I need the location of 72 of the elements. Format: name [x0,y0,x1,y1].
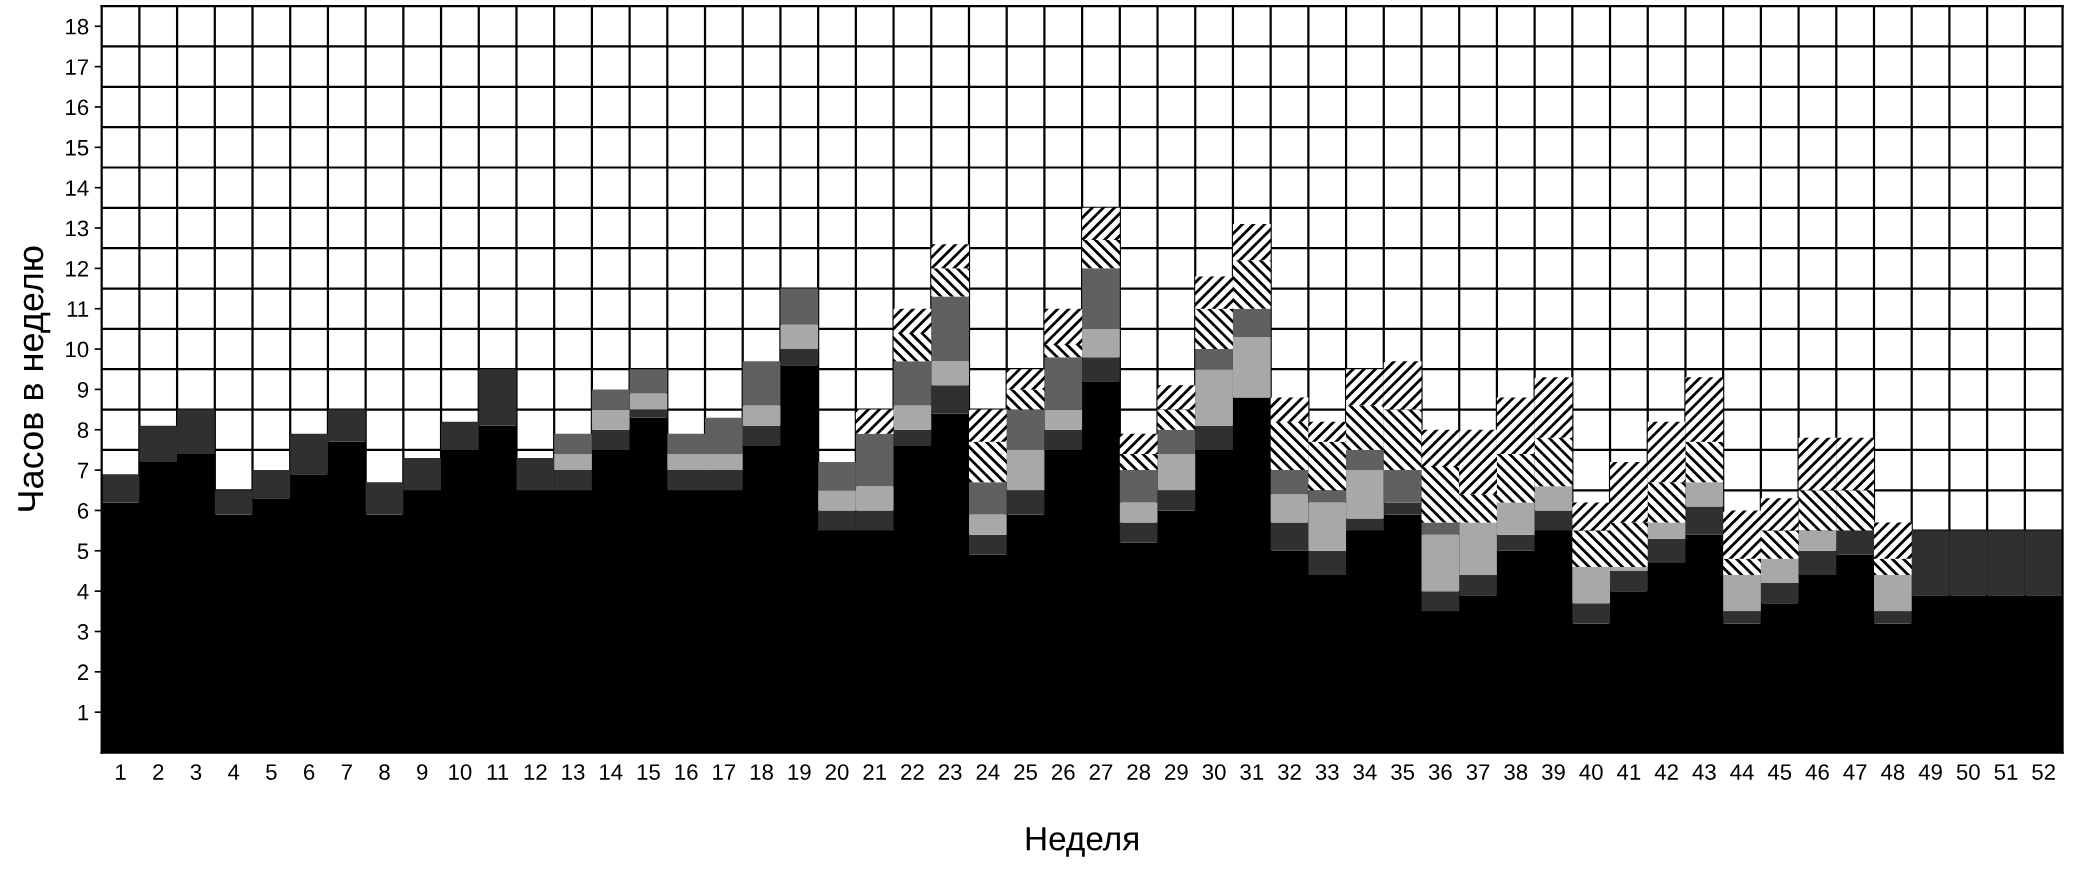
x-tick-label: 10 [449,764,472,780]
x-tick-label: 50 [1956,764,1980,780]
y-tick-label: 14 [66,180,89,196]
y-tick-label: 18 [66,18,89,35]
y-tick-label: 2 [77,664,89,680]
x-tick-label: 14 [600,764,623,780]
x-tick-label: 41 [1617,764,1641,780]
x-tick-label: 21 [863,764,886,780]
x-tick-label: 1 [116,764,126,780]
x-tick-label: 19 [788,764,811,780]
x-tick-label: 28 [1127,764,1151,780]
x-tick-label: 33 [1315,764,1339,780]
x-tick-label: 15 [637,764,660,780]
x-tick-label: 18 [750,764,773,780]
y-tick-label: 3 [77,624,89,640]
x-tick-label: 12 [524,764,547,780]
x-tick-label: 30 [1202,764,1226,780]
x-tick-label: 13 [562,764,585,780]
y-tick-label: 4 [77,583,89,600]
x-tick-label: 45 [1767,764,1792,780]
y-tick-label: 5 [77,543,89,560]
x-tick-label: 29 [1165,764,1188,780]
x-tick-label: 27 [1089,764,1113,780]
y-tick-label: 1 [78,704,89,721]
x-tick-label: 49 [1918,764,1942,780]
x-tick-label: 46 [1805,764,1829,780]
x-tick-label: 42 [1654,764,1678,780]
x-tick-label: 37 [1466,764,1490,780]
x-axis-title: Неделя [1026,827,1138,857]
x-tick-label: 11 [487,764,509,780]
y-tick-label: 17 [66,59,89,75]
x-tick-label: 44 [1730,764,1754,780]
x-tick-label: 22 [901,764,924,780]
x-tick-label: 24 [976,764,1000,780]
x-tick-label: 31 [1240,764,1264,780]
x-tick-label: 39 [1541,764,1565,780]
y-tick-label: 6 [77,502,89,519]
x-tick-label: 8 [379,764,390,780]
y-tick-label: 7 [77,462,89,479]
y-tick-label: 11 [67,301,89,317]
x-tick-label: 35 [1391,764,1415,780]
y-tick-label: 8 [77,422,89,439]
y-tick-label: 13 [66,220,89,237]
x-tick-label: 4 [227,764,240,780]
x-tick-label: 40 [1579,764,1603,780]
x-tick-label: 25 [1014,764,1037,780]
x-tick-label: 51 [1994,764,2018,780]
y-tick-label: 16 [66,99,89,116]
x-tick-label: 32 [1278,764,1301,780]
x-tick-label: 23 [938,764,962,780]
y-tick-label: 9 [77,381,89,398]
y-tick-label: 10 [66,341,89,358]
x-tick-label: 5 [266,764,277,780]
x-tick-label: 16 [675,764,698,780]
x-tick-label: 7 [341,764,352,780]
x-tick-label: 47 [1843,764,1867,780]
x-tick-label: 3 [190,764,202,780]
x-tick-label: 9 [417,764,428,780]
x-tick-label: 20 [825,764,849,780]
y-axis-title: Часов в неделю [18,246,51,511]
x-tick-label: 48 [1881,764,1905,780]
y-tick-label: 12 [66,260,89,277]
y-tick-label: 15 [66,140,89,156]
x-tick-label: 34 [1353,764,1377,780]
x-tick-label: 43 [1692,764,1716,780]
x-tick-label: 52 [2032,764,2055,780]
x-tick-label: 6 [304,764,315,780]
x-tick-label: 26 [1052,764,1075,780]
x-tick-label: 38 [1504,764,1528,780]
x-tick-label: 2 [153,764,164,780]
x-tick-label: 17 [713,764,736,780]
x-tick-label: 36 [1428,764,1452,780]
